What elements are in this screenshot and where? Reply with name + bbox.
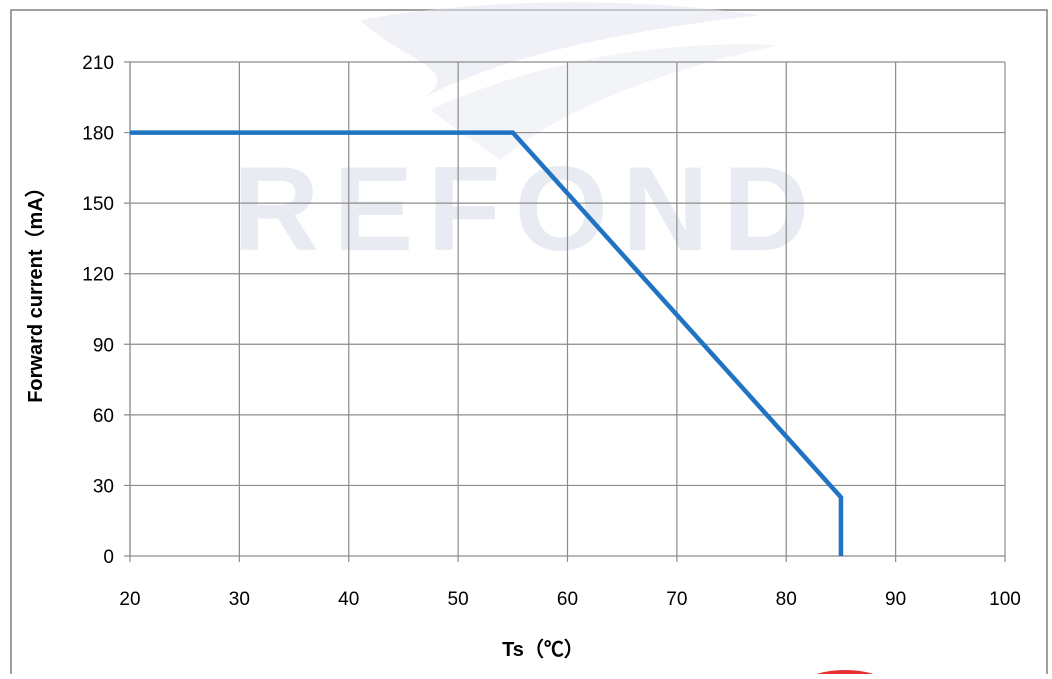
y-axis-title: Forward current（mA）: [24, 177, 47, 403]
x-tick-label: 100: [989, 589, 1021, 610]
watermark: REFOND: [233, 2, 824, 276]
x-tick-label: 90: [885, 589, 906, 610]
tick-labels: 0 30 60 90 120 150 180 210 20 30 40 50 60 70 80 90 100: [82, 53, 1021, 610]
y-tick-label: 0: [103, 547, 114, 568]
x-tick-label: 20: [119, 589, 140, 610]
watermark-swoosh: [360, 2, 760, 100]
x-tick-label: 50: [448, 589, 469, 610]
watermark-swoosh-2: [430, 44, 780, 160]
y-tick-label: 60: [93, 406, 114, 427]
x-axis-title: Ts（℃）: [502, 638, 584, 661]
y-tick-label: 210: [82, 53, 114, 74]
y-tick-label: 120: [82, 265, 114, 286]
grid: [124, 61, 1006, 562]
y-tick-label: 90: [93, 335, 114, 356]
x-tick-label: 60: [557, 589, 578, 610]
watermark-text: REFOND: [233, 142, 824, 276]
logo-mark: [806, 670, 884, 679]
y-tick-label: 180: [82, 124, 114, 145]
x-tick-label: 30: [229, 589, 250, 610]
series-line: [130, 130, 844, 556]
y-tick-label: 30: [93, 476, 114, 497]
x-tick-label: 70: [666, 589, 687, 610]
y-tick-label: 150: [82, 194, 114, 215]
series-group: [130, 130, 844, 556]
x-tick-label: 40: [338, 589, 359, 610]
x-tick-label: 80: [776, 589, 797, 610]
